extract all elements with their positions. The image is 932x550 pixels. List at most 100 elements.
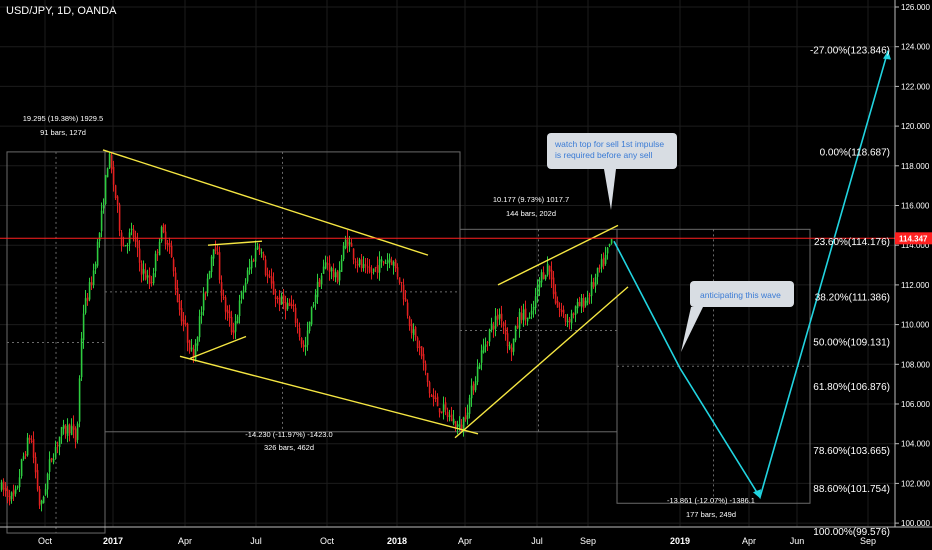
fib-level-label: 0.00%(118.687) (820, 148, 890, 159)
candle-body (554, 291, 557, 304)
candle-body (408, 317, 411, 327)
candle-body (490, 323, 493, 330)
candle-body (42, 497, 45, 503)
candle-body (158, 241, 161, 256)
candle-body (574, 306, 577, 315)
candle-body (514, 326, 517, 341)
candle-body (4, 488, 7, 492)
candle-body (592, 282, 595, 287)
candle-body (458, 423, 461, 427)
candle-body (512, 338, 515, 352)
time-tick-label: Sep (860, 536, 876, 546)
candle-body (98, 232, 101, 241)
candle-body (596, 268, 599, 277)
candle-body (28, 438, 31, 441)
candle-body (6, 489, 9, 497)
candle-body (390, 260, 393, 265)
price-axis[interactable]: 126.000 124.000 122.000 120.000 118.000 116.0… (894, 0, 932, 528)
candle-body (440, 411, 443, 414)
price-tick-label: 110.000 (901, 321, 930, 330)
measurement-boxes (6, 151, 811, 534)
candle-body (338, 270, 341, 281)
price-tick-label: 112.000 (901, 281, 930, 290)
candle-body (50, 458, 53, 461)
candle-body (52, 458, 55, 463)
candle-body (402, 285, 405, 300)
candle-body (430, 394, 433, 397)
candle-body (594, 277, 597, 286)
fib-level-label: 38.20%(111.386) (815, 293, 890, 304)
candle-body (346, 238, 349, 247)
candle-body (116, 196, 119, 205)
candle-body (150, 282, 153, 284)
candle-body (572, 313, 575, 315)
candle-body (48, 459, 51, 472)
candle-body (178, 301, 181, 310)
candle-body (580, 298, 583, 307)
candle-body (492, 325, 495, 330)
candle-body (608, 243, 611, 246)
time-axis[interactable]: Oct 2017 Apr Jul Oct 2018 Apr Jul Sep 2019 Apr Jun S… (0, 526, 932, 546)
candle-body (524, 308, 527, 319)
candle-body (92, 270, 95, 286)
candle-body (32, 439, 35, 458)
candle-body (16, 486, 19, 488)
trendline (497, 224, 619, 286)
candle-body (584, 300, 587, 306)
candle-body (232, 330, 235, 334)
candle-body (280, 295, 283, 305)
candle-body (40, 500, 43, 505)
forecast-line (613, 50, 889, 500)
candle-body (388, 258, 391, 263)
time-tick-label: Oct (38, 536, 53, 546)
candle-body (238, 300, 241, 317)
candle-body (500, 313, 503, 322)
candle-body (510, 347, 513, 353)
measurement-line1: 10.177 (9.73%) 1017.7 (493, 195, 569, 204)
candle-body (396, 267, 399, 277)
candle-body (296, 325, 299, 327)
candle-body (14, 488, 17, 494)
callout-pointer (604, 169, 616, 210)
candle-body (270, 276, 273, 284)
candle-body (578, 301, 581, 307)
candle-body (356, 263, 359, 266)
candle-body (216, 251, 219, 255)
candle-body (132, 229, 135, 238)
candle-body (206, 278, 209, 293)
candle-body (110, 155, 113, 170)
candle-body (284, 302, 287, 311)
candle-body (304, 344, 307, 348)
candle-body (310, 307, 313, 325)
time-tick-label: Apr (742, 536, 756, 546)
candle-body (66, 424, 69, 436)
candle-body (300, 337, 303, 345)
candle-body (22, 456, 25, 459)
candle-body (148, 275, 151, 284)
measurement-line1: 19.295 (19.38%) 1929.5 (23, 114, 103, 123)
candle-body (200, 311, 203, 316)
fib-level-label: 78.60%(103.665) (813, 446, 890, 457)
candle-body (598, 267, 601, 269)
candle-body (104, 175, 107, 205)
candle-body (86, 297, 89, 301)
candle-body (94, 264, 97, 270)
candle-body (210, 256, 213, 273)
candle-body (582, 298, 585, 309)
candle-body (136, 240, 139, 249)
candle-body (176, 287, 179, 303)
candle-body (548, 265, 551, 272)
candle-body (340, 259, 343, 272)
candle-body (166, 242, 169, 246)
candle-body (272, 281, 275, 295)
candle-body (586, 297, 589, 303)
candle-body (44, 489, 47, 495)
callout-box (547, 133, 677, 169)
candle-body (464, 415, 467, 420)
candle-body (130, 228, 133, 231)
candle-body (550, 269, 553, 280)
candle-body (518, 311, 521, 329)
candle-body (570, 313, 573, 324)
candle-body (156, 251, 159, 253)
